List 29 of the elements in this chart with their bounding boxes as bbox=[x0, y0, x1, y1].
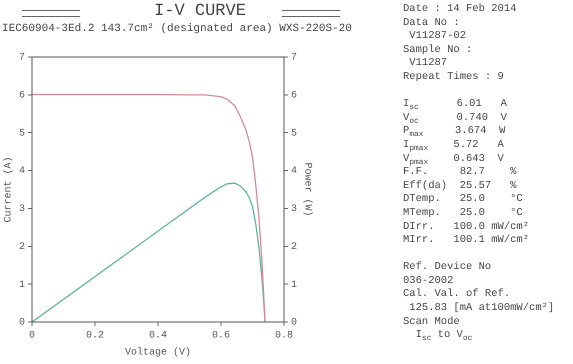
y2-tick-label: 3 bbox=[291, 204, 298, 216]
y-tick-label: 3 bbox=[18, 204, 25, 216]
y-tick-label: 6 bbox=[18, 90, 25, 102]
y2-tick-label: 6 bbox=[291, 90, 298, 102]
y-axis-title: Current (A) bbox=[2, 156, 15, 223]
y2-tick-label: 2 bbox=[291, 242, 298, 253]
chart-subtitle: IEC60904-3Ed.2 143.7cm² (designated area) WXS-220S-20 bbox=[2, 23, 352, 35]
y-tick-label: 5 bbox=[18, 128, 25, 140]
chart-title: I-V CURVE bbox=[153, 2, 247, 21]
y-tick-label: 0 bbox=[18, 318, 25, 329]
x-tick-label: 0.8 bbox=[274, 330, 294, 342]
y-tick-label: 4 bbox=[18, 166, 25, 178]
y-tick-label: 2 bbox=[18, 242, 25, 253]
x-tick-label: 0.6 bbox=[212, 330, 230, 342]
y2-tick-label: 0 bbox=[291, 318, 298, 329]
y2-tick-label: 5 bbox=[291, 128, 298, 140]
y-tick-label: 1 bbox=[18, 280, 25, 291]
y2-tick-label: 1 bbox=[291, 280, 298, 291]
y2-axis-title: Power (W) bbox=[301, 162, 314, 217]
y2-tick-label: 4 bbox=[291, 166, 298, 178]
x-tick-label: 0.2 bbox=[86, 330, 104, 342]
y-tick-label: 7 bbox=[18, 52, 25, 64]
y2-tick-label: 7 bbox=[291, 52, 298, 64]
x-tick-label: 0 bbox=[28, 330, 36, 342]
text: Date : 14 Feb 2014 Data No : V11287-02 Sample No : V11287 Repeat Times : 9 bbox=[403, 3, 518, 85]
x-axis-title: Voltage (V) bbox=[124, 346, 192, 359]
text: Ref. Device No 036-2002 Cal. Val. of Ref. 125.83 [mA at100mW/cm²] Scan Mode I$_{sc}$ to V$_{oc}$ bbox=[403, 261, 554, 344]
x-tick-label: 0.4 bbox=[148, 330, 168, 342]
text: I$_{sc}$ 6.01 A V$_{oc}$ 0.740 V P$_{max}$ 3.674 W I$_{pmax}$ 5.72 A V$_{pmax}$ 0.643 V F.F. 82.7 % Eff(da) 25.57 % DTemp. 25.0 °C MTemp. 25.0 °C DIrr. 100.0 mW/cm² MIrr. 100.1 mW/cm² bbox=[403, 98, 530, 246]
